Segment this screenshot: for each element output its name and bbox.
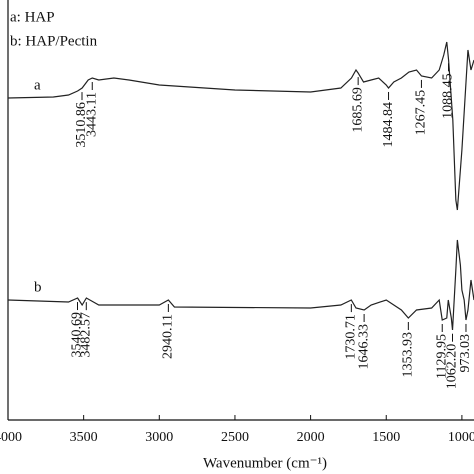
- x-axis-label: Wavenumber (cm⁻¹): [203, 455, 327, 471]
- x-tick-label: 3000: [145, 430, 173, 445]
- peak-label: 1646.33: [356, 324, 371, 370]
- x-tick-label: 2500: [221, 430, 249, 445]
- peak-label: 1088.45: [441, 73, 456, 119]
- peak-label: 3482.57: [79, 312, 94, 358]
- peak-label: 1353.93: [401, 332, 416, 378]
- series-label: a: [34, 77, 41, 93]
- peak-label: 1062.20: [445, 344, 460, 390]
- peak-label: 2940.11: [161, 314, 176, 359]
- spectrum-line: [7, 239, 474, 331]
- x-tick-label: 4000: [0, 430, 22, 445]
- legend-text: b: HAP/Pectin: [10, 33, 98, 49]
- peak-label: 3540.69: [70, 312, 85, 358]
- x-tick-label: 1000: [448, 430, 474, 445]
- x-tick-label: 2000: [297, 430, 325, 445]
- peak-label: 1267.45: [414, 90, 429, 136]
- peak-label: 973.03: [458, 334, 473, 373]
- peak-label: 1129.95: [434, 334, 449, 379]
- series-label: b: [34, 279, 42, 295]
- peak-label: 1685.69: [350, 87, 365, 133]
- x-tick-label: 3500: [70, 430, 98, 445]
- spectrum-line: [7, 41, 474, 211]
- peak-label: 1484.84: [381, 102, 396, 147]
- peak-label: 1730.71: [344, 314, 359, 360]
- peak-label: 3510.86: [74, 102, 89, 148]
- peak-label: 3443.11: [84, 92, 99, 137]
- x-tick-label: 1500: [372, 430, 400, 445]
- legend-text: a: HAP: [10, 9, 55, 25]
